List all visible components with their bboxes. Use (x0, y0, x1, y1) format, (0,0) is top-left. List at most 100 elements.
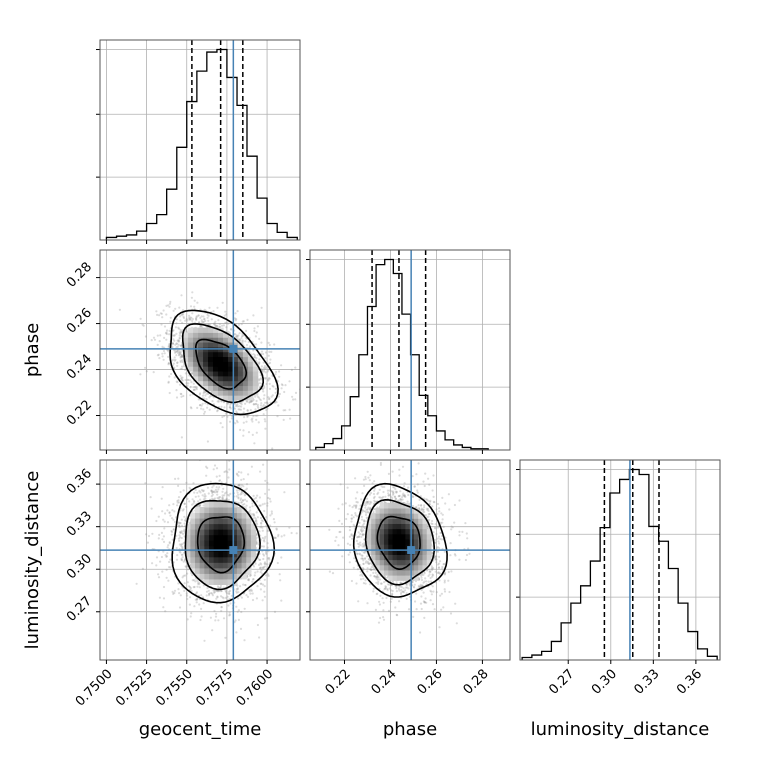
density-cell (190, 529, 196, 536)
density-cell (232, 342, 239, 348)
density-cell (222, 523, 229, 530)
density-cell (246, 545, 252, 552)
density-cell (379, 554, 385, 561)
density-cell (396, 569, 402, 576)
density-cell (401, 528, 406, 535)
histogram-luminosity-distance (521, 468, 718, 660)
density-cell (199, 540, 205, 547)
density-cell (236, 518, 243, 525)
density-cell (379, 502, 385, 509)
density-cell (252, 385, 259, 391)
density-cell (396, 518, 402, 524)
density-cell (204, 567, 210, 574)
density-cell (203, 327, 209, 333)
x-tick-label: 0.7575 (193, 667, 236, 710)
density-cell (241, 512, 247, 519)
density-cell (247, 380, 254, 387)
density-cell (237, 366, 244, 372)
density-cell (204, 545, 210, 552)
density-cell (222, 518, 229, 525)
density-cell (213, 518, 219, 525)
density-cell (371, 533, 376, 540)
density-cell (227, 351, 234, 358)
density-cell (405, 564, 411, 571)
density-cell (218, 567, 224, 574)
density-cell (241, 523, 247, 530)
density-cell (379, 544, 385, 550)
density-cell (193, 332, 199, 338)
density-cell (217, 337, 224, 343)
panel-frame (519, 459, 721, 661)
density-cell (371, 528, 376, 535)
density-cell (247, 361, 254, 367)
density-cell (217, 395, 224, 401)
density-cell (232, 562, 238, 569)
density-cell (208, 540, 215, 547)
density-cell (232, 556, 238, 563)
density-cell (405, 538, 411, 545)
density-cell (204, 562, 210, 569)
density-cell (227, 337, 234, 343)
density-cell (409, 508, 415, 514)
density-blocks (185, 501, 257, 585)
density-cell (208, 551, 215, 558)
density-cell (208, 332, 214, 338)
density-cell (213, 573, 219, 580)
density-cell (426, 538, 432, 545)
density-cell (198, 351, 204, 358)
density-cell (232, 395, 239, 401)
x-axis-label-phase: phase (383, 719, 437, 740)
y-tick-label: 0.26 (64, 306, 95, 337)
density-cell (236, 562, 243, 569)
density-cell (232, 371, 239, 377)
density-cell (247, 375, 254, 382)
density-cell (236, 507, 243, 514)
density-cell (241, 529, 247, 536)
density-cell (366, 528, 372, 535)
x-tick-label: 0.7600 (234, 667, 277, 710)
density-cell (246, 551, 252, 558)
density-cell (401, 502, 406, 509)
density-cell (222, 356, 229, 362)
density-cell (190, 545, 196, 552)
density-cell (193, 375, 199, 382)
density-cell (199, 523, 205, 530)
density-cell (222, 545, 229, 552)
density-cell (379, 569, 385, 576)
density-cell (203, 342, 209, 348)
density-cell (396, 559, 402, 566)
density-cell (232, 501, 238, 508)
density-cell (203, 385, 209, 391)
density-cell (208, 380, 214, 387)
density-cell (392, 569, 398, 576)
scatter-panel-geocent-time-vs-phase: 0.22 0.24 0.26 0.28 (64, 249, 301, 454)
density-cell (222, 332, 229, 338)
density-cell (204, 507, 210, 514)
density-cell (247, 371, 254, 377)
hist-panel-geocent-time (96, 39, 301, 244)
density-cell (213, 545, 219, 552)
density-cell (426, 549, 432, 555)
density-cell (388, 554, 394, 561)
density-cell (409, 538, 415, 545)
contour-line (352, 482, 448, 598)
density-cell (232, 512, 238, 519)
density-cell (218, 556, 224, 563)
contour-line (169, 309, 279, 416)
density-cell (375, 549, 381, 555)
density-cell (396, 575, 402, 581)
y-tick-label: 0.24 (64, 352, 95, 383)
density-cell (218, 578, 224, 585)
density-cell (204, 518, 210, 525)
density-cell (217, 332, 224, 338)
density-cell (236, 529, 243, 536)
density-cell (405, 575, 411, 581)
density-cell (204, 534, 210, 541)
density-cell (366, 518, 372, 524)
y-tick-label: 0.30 (64, 551, 95, 582)
density-cell (232, 523, 238, 530)
density-cell (232, 573, 238, 580)
density-cell (396, 528, 402, 535)
density-cell (413, 549, 419, 555)
density-cell (247, 390, 254, 396)
